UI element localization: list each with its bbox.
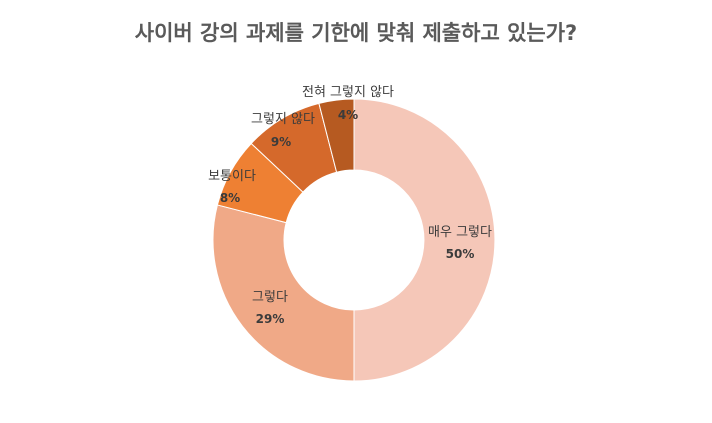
slice-value-label: 9%	[271, 135, 291, 149]
slice-category-label: 그렇다	[252, 290, 288, 305]
slice-value-label: 8%	[220, 191, 240, 205]
donut-slice-2	[212, 204, 355, 382]
slice-category-label: 전혀 그렇지 않다	[302, 85, 394, 100]
slice-value-label: 50%	[446, 247, 475, 261]
slice-category-label: 매우 그렇다	[428, 225, 492, 240]
slice-category-label: 그렇지 않다	[251, 112, 315, 127]
donut-slice-5	[318, 98, 355, 173]
slice-value-label: 29%	[256, 312, 285, 326]
chart-title: 사이버 강의 과제를 기한에 맞춰 제출하고 있는가?	[134, 21, 578, 45]
donut-slice-1	[353, 98, 496, 382]
slice-category-label: 보통이다	[208, 169, 256, 184]
slice-value-label: 4%	[338, 108, 358, 122]
